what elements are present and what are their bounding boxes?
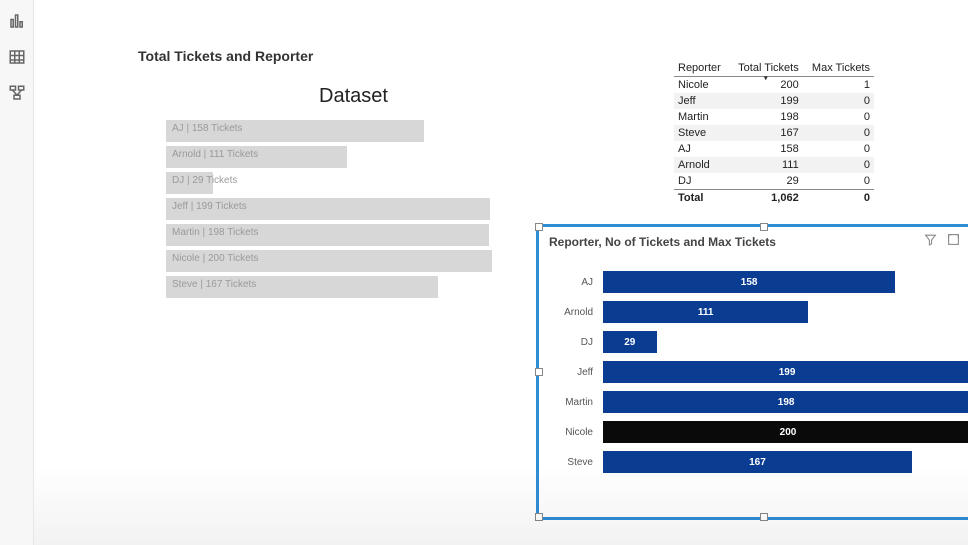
cell-total: 158 (729, 141, 803, 157)
resize-handle[interactable] (760, 513, 768, 521)
dataset-bar-row[interactable]: Steve | 167 Tickets (166, 276, 506, 298)
cell-reporter: Martin (674, 109, 729, 125)
chart-axis-label: DJ (549, 337, 603, 348)
chart-track: 167 (603, 451, 968, 473)
chart-row[interactable]: Jeff199 (549, 357, 968, 387)
chart-row[interactable]: DJ29 (549, 327, 968, 357)
data-view-icon[interactable] (8, 48, 26, 66)
dataset-bar-row[interactable]: AJ | 158 Tickets (166, 120, 506, 142)
cell-reporter: Steve (674, 125, 729, 141)
cell-total: 198 (729, 109, 803, 125)
chart-row[interactable]: AJ158 (549, 267, 968, 297)
app-root: Total Tickets and Reporter Dataset AJ | … (0, 0, 968, 545)
table-header[interactable]: Reporter (674, 60, 729, 77)
chart-axis-label: AJ (549, 277, 603, 288)
cell-max: 0 (803, 109, 874, 125)
chart-row[interactable]: Nicole200 (549, 417, 968, 447)
resize-handle[interactable] (535, 368, 543, 376)
report-canvas[interactable]: Total Tickets and Reporter Dataset AJ | … (34, 0, 968, 545)
resize-handle[interactable] (760, 223, 768, 231)
cell-reporter: Nicole (674, 77, 729, 94)
chart-axis-label: Arnold (549, 307, 603, 318)
cell-total: 29 (729, 173, 803, 190)
chart-track: 200 (603, 421, 968, 443)
table-row[interactable]: DJ290 (674, 173, 874, 190)
cell-max: 0 (803, 93, 874, 109)
cell-max: 1 (803, 77, 874, 94)
selected-visual[interactable]: Reporter, No of Tickets and Max Tickets … (536, 224, 968, 520)
report-view-icon[interactable] (8, 12, 26, 30)
chart-track: 198 (603, 391, 968, 413)
table-total-row: Total1,0620 (674, 190, 874, 207)
resize-handle[interactable] (535, 223, 543, 231)
chart-axis-label: Martin (549, 397, 603, 408)
cell-total: 111 (729, 157, 803, 173)
dataset-bar-label: Jeff | 199 Tickets (172, 201, 247, 212)
chart-track: 158 (603, 271, 968, 293)
cell-max: 0 (803, 173, 874, 190)
dataset-bar-label: Martin | 198 Tickets (172, 227, 259, 238)
chart-bar[interactable]: 111 (603, 301, 808, 323)
cell-reporter: DJ (674, 173, 729, 190)
cell-max: 0 (803, 157, 874, 173)
cell-total: 199 (729, 93, 803, 109)
cell-max: 0 (803, 141, 874, 157)
summary-table[interactable]: ReporterTotal TicketsMax TicketsNicole20… (674, 60, 874, 206)
chart-bar[interactable]: 198 (603, 391, 968, 413)
chart-bar[interactable]: 200 (603, 421, 968, 443)
chart-row[interactable]: Martin198 (549, 387, 968, 417)
dataset-bar-label: Nicole | 200 Tickets (172, 253, 259, 264)
chart-bar[interactable]: 199 (603, 361, 968, 383)
cell-total-max: 0 (803, 190, 874, 207)
dataset-bar-list[interactable]: AJ | 158 Tickets Arnold | 111 Tickets DJ |… (166, 120, 506, 302)
view-rail (0, 0, 34, 545)
model-view-icon[interactable] (8, 84, 26, 102)
chart-row[interactable]: Arnold111 (549, 297, 968, 327)
chart-bar[interactable]: 167 (603, 451, 912, 473)
cell-reporter: Arnold (674, 157, 729, 173)
dataset-bar-label: Steve | 167 Tickets (172, 279, 256, 290)
table-row[interactable]: Nicole2001 (674, 77, 874, 94)
visual-header-icons: ⋯ (924, 233, 968, 248)
dataset-bar-row[interactable]: Martin | 198 Tickets (166, 224, 506, 246)
dataset-bar-label: Arnold | 111 Tickets (172, 149, 258, 160)
chart-axis-label: Nicole (549, 427, 603, 438)
table-header[interactable]: Max Tickets (803, 60, 874, 77)
visual-title: Reporter, No of Tickets and Max Tickets (549, 235, 776, 249)
cell-max: 0 (803, 125, 874, 141)
filter-icon[interactable] (924, 233, 937, 248)
chart-track: 29 (603, 331, 968, 353)
chart-bar[interactable]: 158 (603, 271, 895, 293)
chart-bar[interactable]: 29 (603, 331, 657, 353)
table-row[interactable]: Arnold1110 (674, 157, 874, 173)
bar-chart[interactable]: AJ158Arnold111DJ29Jeff199Martin198Nicole… (549, 267, 968, 507)
table-row[interactable]: Martin1980 (674, 109, 874, 125)
dataset-bar-label: AJ | 158 Tickets (172, 123, 242, 134)
focus-mode-icon[interactable] (947, 233, 960, 248)
dataset-bar-row[interactable]: Nicole | 200 Tickets (166, 250, 506, 272)
chart-track: 111 (603, 301, 968, 323)
dataset-bar-label: DJ | 29 Tickets (172, 175, 237, 186)
cell-total: 167 (729, 125, 803, 141)
table-row[interactable]: Jeff1990 (674, 93, 874, 109)
cell-reporter: Jeff (674, 93, 729, 109)
cell-reporter: AJ (674, 141, 729, 157)
dataset-bar-row[interactable]: Jeff | 199 Tickets (166, 198, 506, 220)
chart-row[interactable]: Steve167 (549, 447, 968, 477)
dataset-visual-title: Dataset (319, 85, 388, 108)
resize-handle[interactable] (535, 513, 543, 521)
dataset-bar-row[interactable]: DJ | 29 Tickets (166, 172, 506, 194)
table-row[interactable]: AJ1580 (674, 141, 874, 157)
chart-axis-label: Steve (549, 457, 603, 468)
cell-total-label: Total (674, 190, 729, 207)
table-header[interactable]: Total Tickets (729, 60, 803, 77)
page-title: Total Tickets and Reporter (138, 48, 313, 64)
chart-axis-label: Jeff (549, 367, 603, 378)
table-row[interactable]: Steve1670 (674, 125, 874, 141)
cell-total-sum: 1,062 (729, 190, 803, 207)
chart-track: 199 (603, 361, 968, 383)
dataset-bar-row[interactable]: Arnold | 111 Tickets (166, 146, 506, 168)
